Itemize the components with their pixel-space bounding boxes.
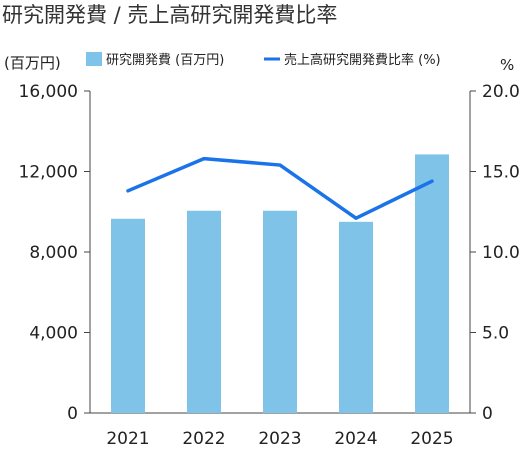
x-tick-label: 2021: [106, 429, 149, 449]
ratio-point-2021: [126, 189, 130, 193]
left-tick-label: 4,000: [29, 324, 78, 344]
plot-area: 0 4,000 8,000 12,000 16,000 0 5.0 10.0 15.0 20.0 2…: [19, 82, 520, 449]
ratio-point-2023: [278, 163, 282, 167]
right-tick-label: 20.0: [482, 82, 520, 102]
ratio-point-2025: [430, 179, 434, 183]
bar-2023: [263, 210, 297, 413]
left-tick-label: 16,000: [19, 82, 78, 102]
right-tick-label: 5.0: [482, 324, 509, 344]
left-axis-unit: (百万円): [4, 54, 61, 72]
bar-2022: [187, 210, 221, 413]
legend-label-line: 売上高研究開発費比率 (%): [284, 52, 441, 68]
legend: 研究開発費 (百万円) 売上高研究開発費比率 (%): [86, 52, 441, 68]
legend-label-bar: 研究開発費 (百万円): [106, 53, 224, 68]
bar-2021: [111, 218, 145, 413]
legend-swatch-bar: [86, 52, 102, 66]
right-tick-label: 0: [482, 404, 493, 424]
right-axis-unit: %: [500, 56, 514, 74]
x-tick-label: 2025: [410, 429, 453, 449]
x-tick-label: 2022: [182, 429, 225, 449]
bar-2025: [415, 154, 449, 414]
ratio-point-2024: [354, 216, 358, 220]
left-tick-label: 12,000: [19, 163, 78, 183]
left-tick-label: 8,000: [29, 243, 78, 263]
ratio-point-2022: [202, 157, 206, 161]
right-tick-label: 10.0: [482, 243, 520, 263]
x-tick-label: 2023: [258, 429, 301, 449]
left-tick-label: 0: [67, 404, 78, 424]
ratio-line: [126, 156, 434, 220]
bar-2024: [339, 221, 373, 413]
chart-title: 研究開発費 / 売上高研究開発費比率: [2, 3, 337, 27]
right-tick-label: 15.0: [482, 163, 520, 183]
x-tick-label: 2024: [334, 429, 377, 449]
